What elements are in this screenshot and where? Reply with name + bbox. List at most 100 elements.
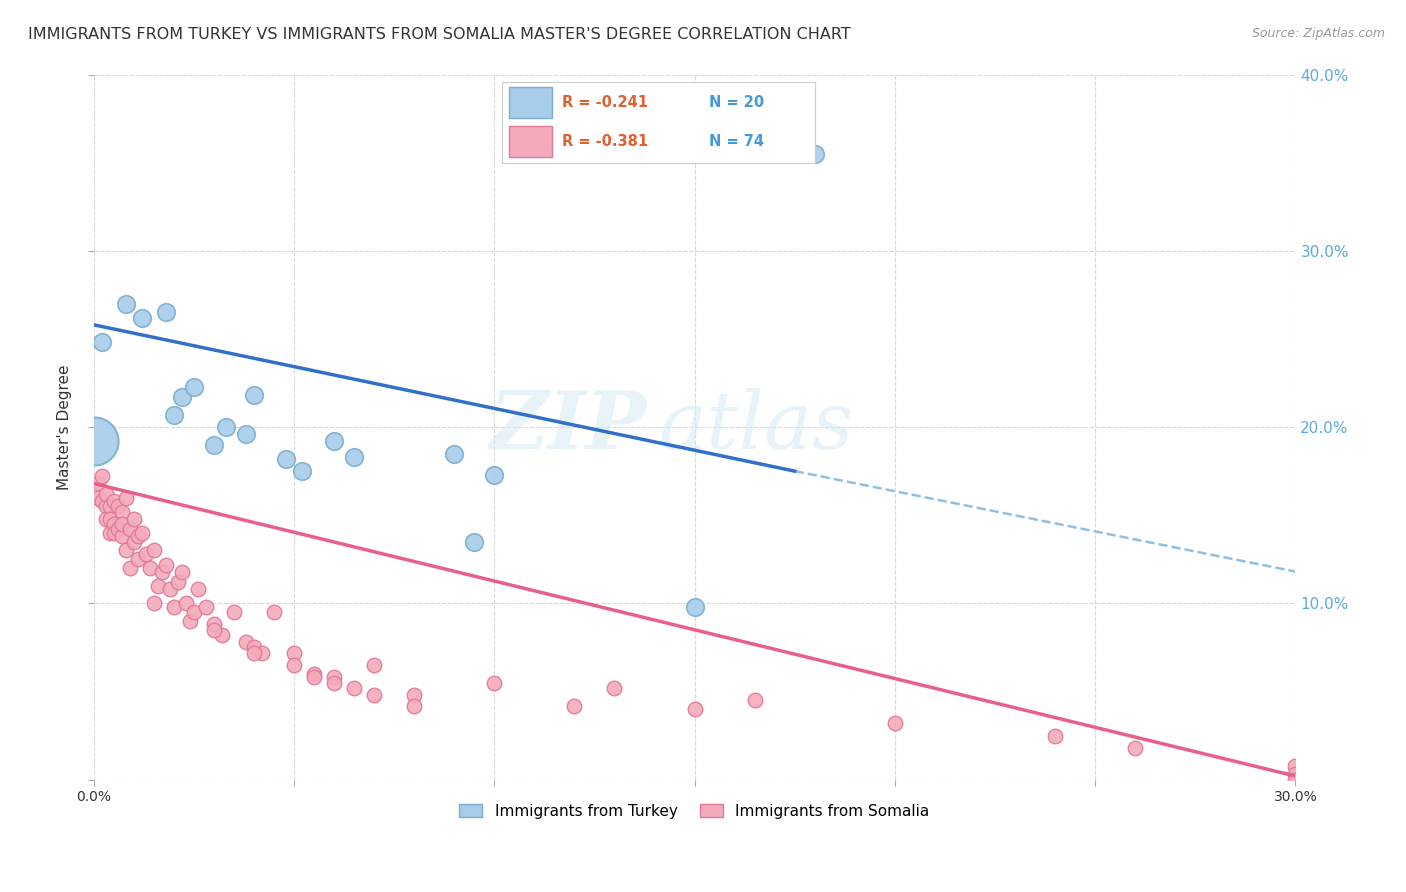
Point [302, 666, 325, 681]
Point [90, 494, 112, 508]
Point [118, 561, 141, 575]
Y-axis label: Master's Degree: Master's Degree [58, 364, 72, 490]
Point [94, 500, 117, 514]
Point [103, 516, 125, 531]
Point [274, 451, 297, 466]
Point [170, 565, 193, 579]
Point [139, 561, 162, 575]
Point [202, 438, 225, 452]
Point [1284, 767, 1306, 781]
Point [603, 681, 626, 695]
Point [202, 623, 225, 637]
Point [1123, 740, 1146, 755]
Point [1284, 758, 1306, 772]
Point [135, 547, 157, 561]
Point [103, 494, 125, 508]
Point [131, 525, 153, 540]
Point [183, 605, 205, 619]
Point [90, 469, 112, 483]
Point [159, 582, 181, 597]
Point [683, 702, 706, 716]
Point [127, 529, 149, 543]
Point [163, 599, 186, 614]
Point [883, 716, 905, 731]
Point [263, 605, 285, 619]
Legend: Immigrants from Turkey, Immigrants from Somalia: Immigrants from Turkey, Immigrants from … [453, 797, 936, 825]
Point [114, 543, 136, 558]
Point [1043, 729, 1066, 743]
Point [283, 646, 305, 660]
Text: atlas: atlas [658, 388, 853, 466]
Point [187, 582, 209, 597]
Point [83, 434, 105, 449]
Point [363, 688, 385, 702]
Point [803, 146, 825, 161]
Point [343, 450, 366, 464]
Point [283, 658, 305, 673]
Point [111, 516, 134, 531]
Point [323, 675, 346, 690]
Point [94, 512, 117, 526]
Point [142, 596, 165, 610]
Point [323, 670, 346, 684]
Point [111, 505, 134, 519]
Point [114, 491, 136, 505]
Point [127, 552, 149, 566]
Point [404, 698, 426, 713]
Point [103, 525, 125, 540]
Point [564, 698, 586, 713]
Point [155, 305, 177, 319]
Point [235, 427, 257, 442]
Point [166, 575, 188, 590]
Point [142, 543, 165, 558]
Point [463, 534, 485, 549]
Point [222, 605, 245, 619]
Point [122, 512, 145, 526]
Point [107, 500, 129, 514]
Point [86, 476, 108, 491]
Point [363, 658, 385, 673]
Point [215, 420, 238, 434]
Point [683, 599, 706, 614]
Point [150, 565, 173, 579]
Point [243, 640, 266, 655]
Point [243, 646, 266, 660]
Point [484, 675, 506, 690]
Point [118, 522, 141, 536]
Point [183, 379, 205, 393]
Point [250, 646, 273, 660]
Point [323, 434, 346, 449]
Text: IMMIGRANTS FROM TURKEY VS IMMIGRANTS FROM SOMALIA MASTER'S DEGREE CORRELATION CH: IMMIGRANTS FROM TURKEY VS IMMIGRANTS FRO… [28, 27, 851, 42]
Point [98, 500, 121, 514]
Text: Source: ZipAtlas.com: Source: ZipAtlas.com [1251, 27, 1385, 40]
Point [302, 670, 325, 684]
Point [202, 617, 225, 632]
Point [170, 390, 193, 404]
Point [155, 558, 177, 572]
Point [98, 512, 121, 526]
Point [235, 635, 257, 649]
Point [111, 529, 134, 543]
Point [146, 579, 169, 593]
Point [174, 596, 197, 610]
Point [131, 310, 153, 325]
Point [484, 467, 506, 482]
Point [114, 296, 136, 310]
Point [86, 491, 108, 505]
Point [94, 487, 117, 501]
Text: ZIP: ZIP [489, 388, 647, 466]
Point [90, 335, 112, 350]
Point [122, 534, 145, 549]
Point [291, 464, 314, 478]
Point [1284, 772, 1306, 787]
Point [211, 628, 233, 642]
Point [404, 688, 426, 702]
Point [744, 693, 766, 707]
Point [343, 681, 366, 695]
Point [179, 614, 201, 628]
Point [243, 388, 266, 402]
Point [107, 522, 129, 536]
Point [163, 408, 186, 422]
Point [443, 446, 465, 460]
Point [194, 599, 217, 614]
